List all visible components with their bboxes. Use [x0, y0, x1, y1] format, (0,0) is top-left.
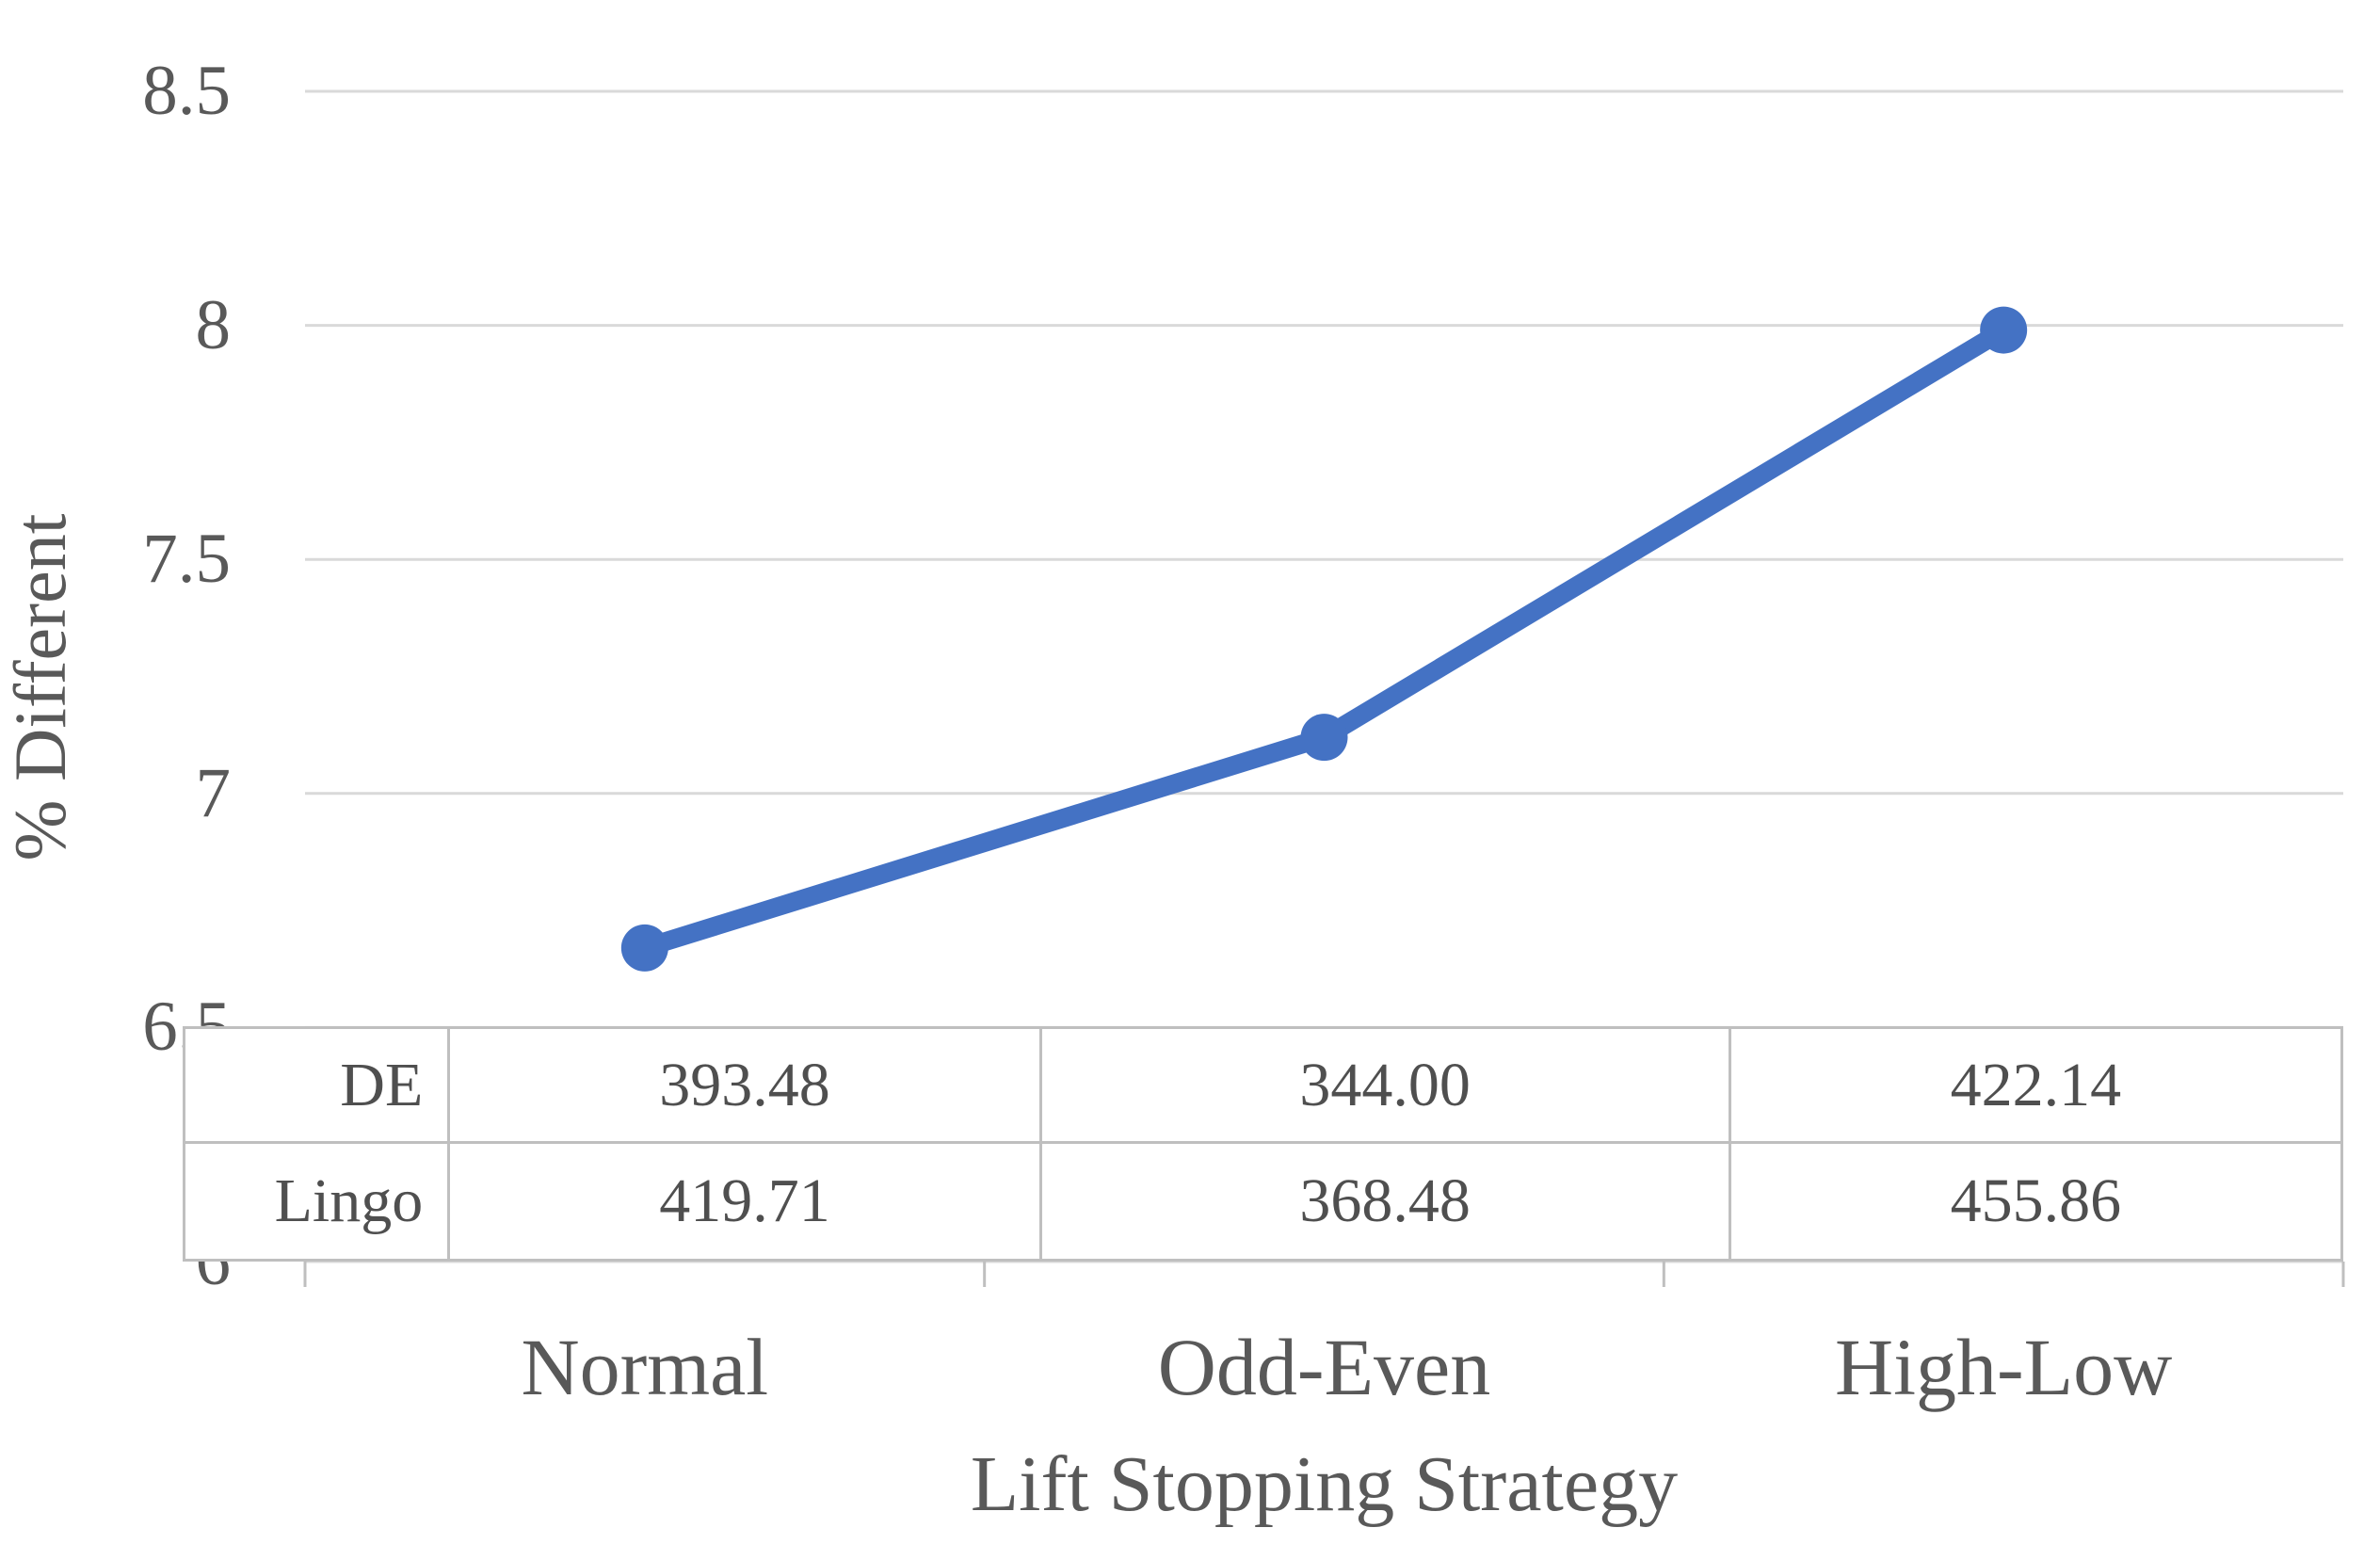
x-axis-title: Lift Stopping Strategy — [970, 1440, 1679, 1528]
data-point-marker — [1980, 306, 2028, 354]
x-category-label: Normal — [521, 1322, 769, 1412]
data-point-marker — [620, 924, 668, 972]
table-cell-value: 455.86 — [1728, 1144, 2340, 1259]
table-cell-value: 422.14 — [1728, 1029, 2340, 1141]
table-cell-value: 393.48 — [447, 1029, 1038, 1141]
table-row: Lingo 419.71 368.48 455.86 — [185, 1144, 2340, 1259]
table-cell-value: 419.71 — [447, 1144, 1038, 1259]
table-row: DE 393.48 344.00 422.14 — [185, 1029, 2340, 1144]
table-cell-value: 344.00 — [1038, 1029, 1729, 1141]
y-tick-label: 7 — [195, 753, 232, 832]
data-table: DE 393.48 344.00 422.14 Lingo 419.71 368.48 455… — [183, 1026, 2343, 1262]
y-tick-label: 8 — [195, 285, 232, 364]
table-row-header: Lingo — [274, 1166, 424, 1235]
table-row-header: DE — [340, 1050, 424, 1119]
y-tick-label: 7.5 — [142, 520, 231, 599]
data-point-marker — [1300, 714, 1348, 762]
x-category-label: High-Low — [1835, 1322, 2173, 1412]
series-line — [635, 320, 2014, 957]
table-cell-value: 368.48 — [1038, 1144, 1729, 1259]
x-category-label: Odd-Even — [1157, 1322, 1491, 1412]
y-tick-label: 8.5 — [142, 52, 231, 130]
